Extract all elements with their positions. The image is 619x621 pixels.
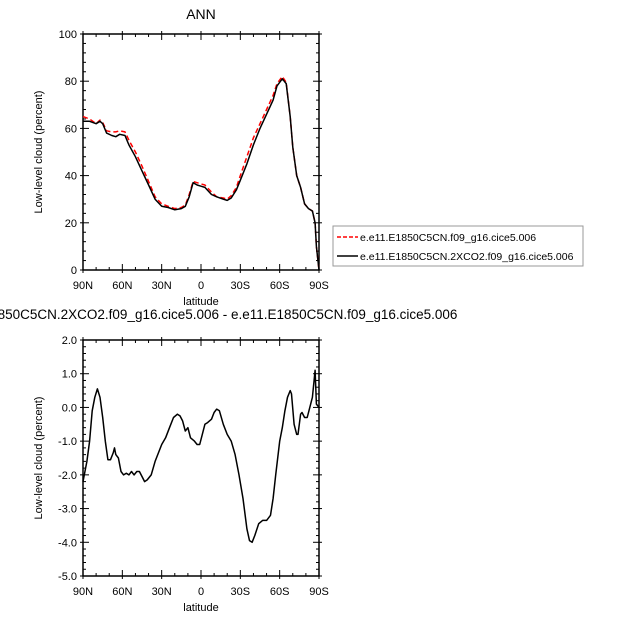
y-tick-label: -1.0 bbox=[58, 436, 77, 448]
y-tick-label: 80 bbox=[65, 76, 77, 88]
series-line-1 bbox=[82, 369, 320, 544]
series-line-2 bbox=[83, 78, 320, 271]
y-tick-label: -5.0 bbox=[58, 571, 77, 583]
plot-frame bbox=[82, 33, 320, 271]
x-tick-label: 90N bbox=[73, 586, 93, 598]
y-tick-label: 60 bbox=[65, 123, 77, 135]
chart-title: ANN bbox=[186, 6, 216, 22]
x-tick-label: 0 bbox=[198, 280, 204, 292]
legend-box bbox=[332, 225, 584, 267]
x-tick-label: 60S bbox=[270, 586, 290, 598]
y-tick-label: 100 bbox=[59, 29, 77, 41]
series-line-1 bbox=[82, 75, 320, 271]
y-axis-label: Low-level cloud (percent) bbox=[33, 397, 45, 520]
x-tick-label: 0 bbox=[198, 586, 204, 598]
x-axis-label: latitude bbox=[183, 296, 218, 308]
chart-title: e.e11.E1850C5CN.2XCO2.f09_g16.cice5.006 … bbox=[0, 307, 457, 322]
y-tick-label: 1.0 bbox=[62, 369, 77, 381]
plot-panel-2: e.e11.E1850C5CN.2XCO2.f09_g16.cice5.006 … bbox=[0, 307, 457, 614]
x-tick-label: 60N bbox=[112, 586, 132, 598]
y-tick-label: -2.0 bbox=[58, 470, 77, 482]
y-tick-label: 40 bbox=[65, 171, 77, 183]
y-axis-label: Low-level cloud (percent) bbox=[33, 91, 45, 214]
x-tick-label: 60N bbox=[112, 280, 132, 292]
x-axis-label: latitude bbox=[183, 602, 218, 614]
legend-label: e.e11.E1850C5CN.2XCO2.f09_g16.cice5.006 bbox=[360, 251, 574, 263]
y-tick-label: 0 bbox=[71, 265, 77, 277]
plot-panel-1: ANN 90N 60N 30N 0 30S 60S 90S 0 20 40 60 80 100 latitu… bbox=[33, 6, 584, 308]
x-tick-label: 30N bbox=[152, 280, 172, 292]
y-tick-label: 20 bbox=[65, 218, 77, 230]
legend-label: e.e11.E1850C5CN.f09_g16.cice5.006 bbox=[360, 232, 536, 244]
x-tick-label: 90S bbox=[309, 280, 329, 292]
y-tick-label: 0.0 bbox=[62, 402, 77, 414]
y-tick-label: -3.0 bbox=[58, 504, 77, 516]
x-tick-label: 30S bbox=[231, 280, 251, 292]
y-tick-label: 2.0 bbox=[62, 335, 77, 347]
y-tick-label: -4.0 bbox=[58, 537, 77, 549]
x-tick-label: 90N bbox=[73, 280, 93, 292]
x-tick-label: 90S bbox=[309, 586, 329, 598]
x-tick-label: 60S bbox=[270, 280, 290, 292]
legend: e.e11.E1850C5CN.f09_g16.cice5.006 e.e11.E… bbox=[332, 225, 584, 267]
x-tick-label: 30N bbox=[152, 586, 172, 598]
x-tick-label: 30S bbox=[231, 586, 251, 598]
